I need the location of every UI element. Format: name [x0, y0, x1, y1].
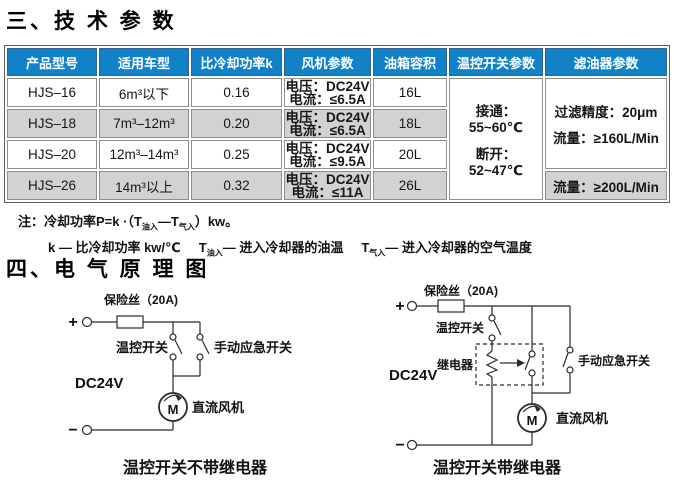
note-line-1: 注：冷却功率P=k ·（T油入—T气入）kw。: [18, 214, 239, 232]
cell-tank: 26L: [373, 171, 447, 200]
plus-terminal-icon: [81, 316, 93, 328]
fan-label: 直流风机: [192, 400, 244, 415]
temp-on: 接通：55~60℃: [468, 103, 524, 135]
circuit-diagram-no-relay: 保险丝（20A) + 温控开关 手动应急开关 DC24V M 直流风机 − 温控…: [68, 292, 292, 477]
manual-switch-label: 手动应急开关: [578, 353, 650, 368]
specs-table: 产品型号 适用车型 比冷却功率k 风机参数 油箱容积 温控开关参数 滤油器参数 …: [4, 45, 670, 203]
plus-terminal-icon: [406, 300, 418, 312]
cell-vehicle: 7m³–12m³: [99, 109, 189, 138]
fan-current: 电流：≤11A: [291, 184, 364, 200]
motor-icon: [517, 403, 547, 433]
cell-vehicle: 14m³以上: [99, 171, 189, 200]
table-row: HJS–20 12m³–14m³ 0.25 电压：DC24V 电流：≤9.5A …: [7, 140, 667, 169]
motor-letter: M: [527, 413, 538, 428]
fuse-icon: [116, 315, 144, 329]
col-header-cooling-k: 比冷却功率k: [191, 48, 282, 76]
temp-off: 断开：52~47℃: [468, 146, 524, 178]
col-header-model: 产品型号: [7, 48, 97, 76]
cell-temp-switch-params: 接通：55~60℃ 断开：52~47℃: [449, 78, 543, 200]
section-title-circuit-diagram: 四、电 气 原 理 图: [6, 258, 210, 281]
cell-tank: 18L: [373, 109, 447, 138]
filter-flow: 流量：≥160L/Min: [553, 130, 659, 146]
plus-terminal-label: +: [68, 314, 77, 331]
col-header-filter: 滤油器参数: [545, 48, 667, 76]
col-header-temp-switch: 温控开关参数: [449, 48, 543, 76]
manual-switch-label: 手动应急开关: [214, 340, 292, 355]
voltage-label: DC24V: [75, 375, 123, 392]
cell-vehicle: 6m³以下: [99, 78, 189, 107]
relay-label: 继电器: [437, 357, 474, 372]
relay-box: [475, 343, 544, 386]
minus-terminal-label: −: [395, 437, 404, 454]
header-row: 产品型号 适用车型 比冷却功率k 风机参数 油箱容积 温控开关参数 滤油器参数: [7, 48, 667, 76]
minus-terminal-icon: [81, 424, 93, 436]
cell-k: 0.32: [191, 171, 282, 200]
voltage-label: DC24V: [389, 367, 437, 384]
table-row: HJS–18 7m³–12m³ 0.20 电压：DC24V 电流：≤6.5A 1…: [7, 109, 667, 138]
fan-current: 电流：≤6.5A: [289, 122, 366, 138]
temp-switch-icon: [488, 314, 502, 342]
cell-tank: 16L: [373, 78, 447, 107]
fan-voltage: 电压：DC24V: [285, 109, 370, 125]
relay-actuation-arrow: [500, 359, 525, 367]
cell-model: HJS–18: [7, 109, 97, 138]
cell-model: HJS–20: [7, 140, 97, 169]
col-header-tank: 油箱容积: [373, 48, 447, 76]
plus-terminal-label: +: [395, 298, 404, 315]
table-row: HJS–26 14m³以上 0.32 电压：DC24V 电流：≤11A 26L …: [7, 171, 667, 200]
cell-k: 0.25: [191, 140, 282, 169]
temp-switch-icon: [169, 333, 183, 361]
minus-terminal-label: −: [68, 422, 77, 439]
circuit-diagram-with-relay: 保险丝（20A) + 温控开关 继电器: [389, 283, 650, 477]
note-line-2: k — 比冷却功率 kw/℃ T油入— 进入冷却器的油温 T气入— 进入冷却器的空气…: [48, 239, 532, 258]
cell-tank: 20L: [373, 140, 447, 169]
cell-filter-row4: 流量：≥200L/Min: [545, 171, 667, 200]
col-header-vehicle: 适用车型: [99, 48, 189, 76]
cell-fan-params: 电压：DC24V 电流：≤6.5A: [284, 78, 371, 107]
cell-k: 0.16: [191, 78, 282, 107]
cell-k: 0.20: [191, 109, 282, 138]
cell-fan-params: 电压：DC24V 电流：≤11A: [284, 171, 371, 200]
fuse-label: 保险丝（20A): [103, 292, 178, 307]
diagram-caption: 温控开关不带继电器: [122, 458, 268, 477]
fan-label: 直流风机: [556, 411, 608, 426]
fuse-label: 保险丝（20A): [423, 283, 498, 298]
manual-switch-icon: [196, 333, 210, 361]
fan-voltage: 电压：DC24V: [285, 140, 370, 156]
manual-switch-icon: [562, 346, 574, 374]
diagram-caption: 温控开关带继电器: [432, 458, 562, 477]
wires: [416, 305, 571, 446]
filter-precision: 过滤精度：20μm: [554, 104, 658, 120]
motor-letter: M: [168, 402, 179, 417]
wires: [92, 321, 201, 431]
motor-icon: [158, 392, 188, 422]
table-row: HJS–16 6m³以下 0.16 电压：DC24V 电流：≤6.5A 16L …: [7, 78, 667, 200]
cell-model: HJS–16: [7, 78, 97, 107]
temp-switch-label: 温控开关: [116, 340, 168, 355]
fuse-icon: [437, 299, 465, 313]
cell-fan-params: 电压：DC24V 电流：≤6.5A: [284, 109, 371, 138]
table-notes: 注：冷却功率P=k ·（T油入—T气入）kw。 k — 比冷却功率 kw/℃ T油…: [18, 211, 532, 258]
section-title-technical-params: 三、技 术 参 数: [6, 10, 177, 33]
cell-fan-params: 电压：DC24V 电流：≤9.5A: [284, 140, 371, 169]
fan-current: 电流：≤9.5A: [289, 153, 366, 169]
cell-model: HJS–26: [7, 171, 97, 200]
fan-voltage: 电压：DC24V: [285, 78, 370, 94]
cell-vehicle: 12m³–14m³: [99, 140, 189, 169]
relay-coil-icon: [485, 350, 499, 378]
minus-terminal-icon: [406, 439, 418, 451]
relay-contact-icon: [524, 350, 536, 377]
fan-voltage: 电压：DC24V: [285, 171, 370, 187]
temp-switch-label: 温控开关: [436, 320, 484, 335]
cell-filter-params: 过滤精度：20μm 流量：≥160L/Min: [545, 78, 667, 169]
col-header-fan: 风机参数: [284, 48, 371, 76]
fan-current: 电流：≤6.5A: [289, 91, 366, 107]
